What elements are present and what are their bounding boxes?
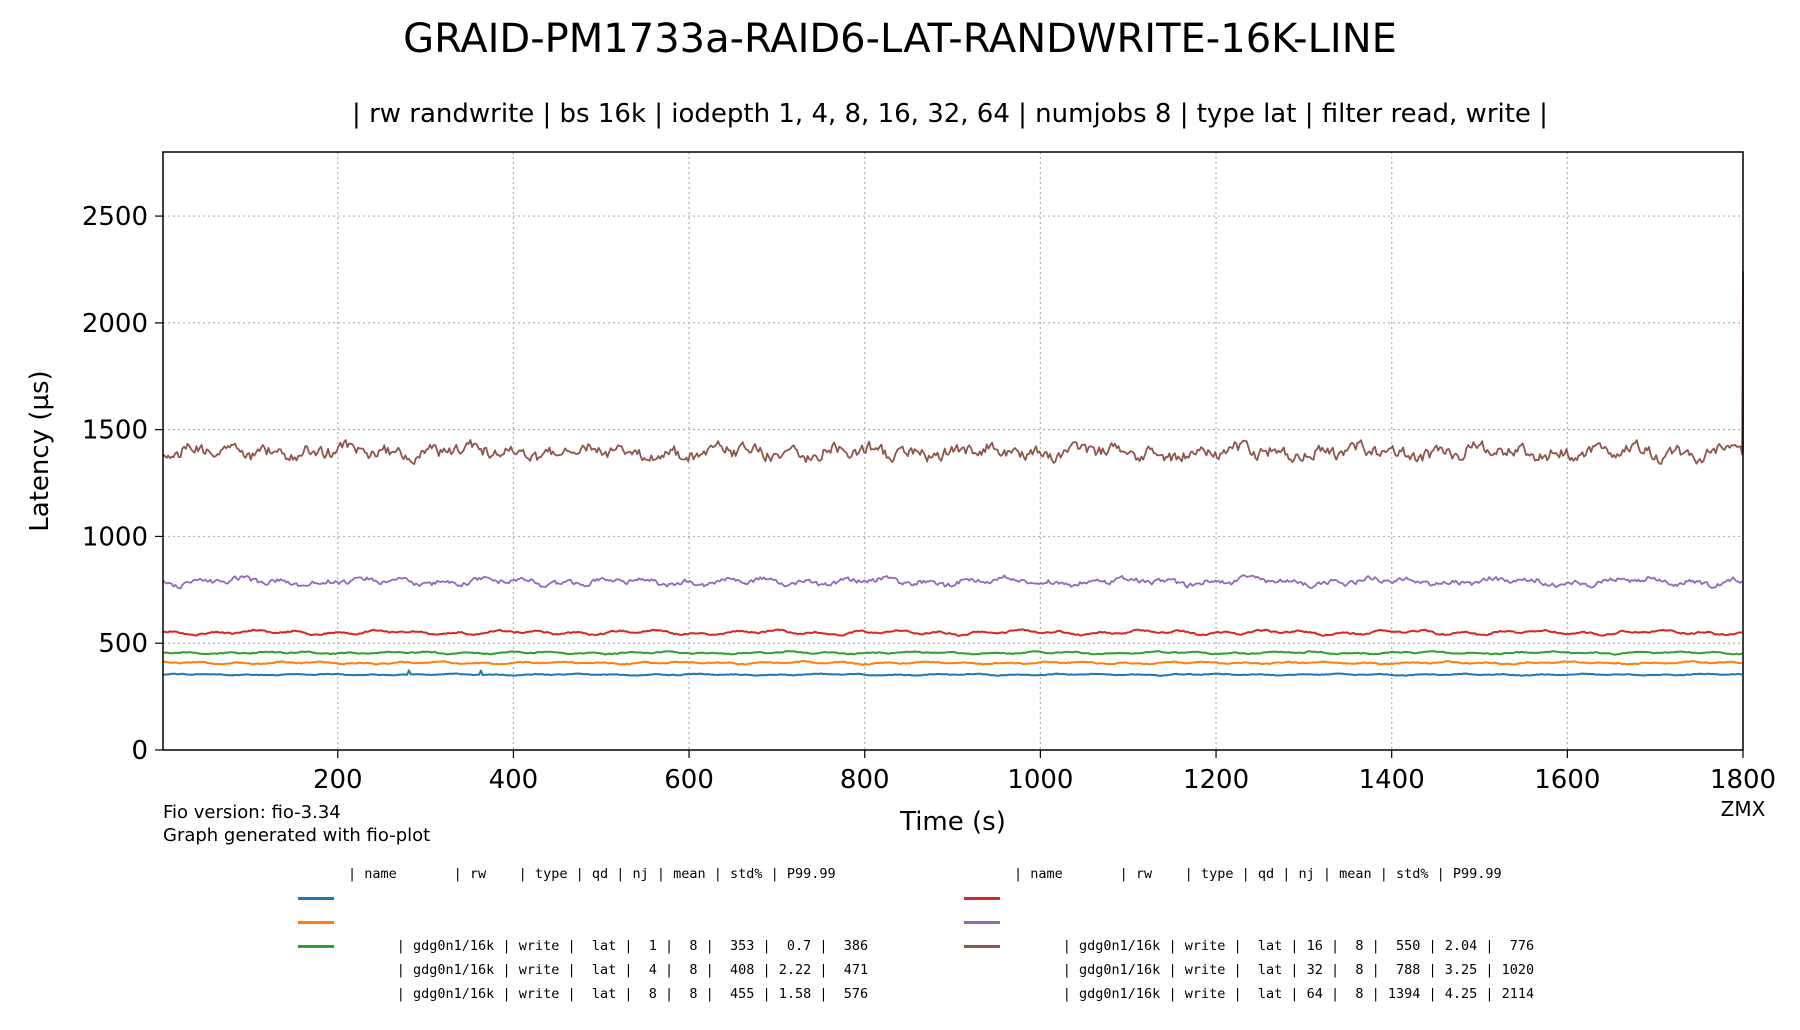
plot-frame	[162, 151, 1744, 751]
y-tick-label: 500	[98, 629, 148, 659]
legend-row: | gdg0n1/16k | write | lat | 1 | 8 | 353…	[298, 886, 868, 954]
grid	[163, 152, 1744, 750]
y-tick-label: 2500	[82, 202, 148, 232]
legend-swatch	[298, 945, 334, 948]
legend-row: | gdg0n1/16k | write | lat | 4 | 8 | 408…	[298, 910, 868, 978]
series-group	[162, 270, 1744, 677]
legend-header: | name | rw | type | qd | nj | mean | st…	[1014, 866, 1502, 882]
series-line	[162, 660, 1743, 666]
legend-row-text: | gdg0n1/16k | write | lat | 32 | 8 | 78…	[1062, 962, 1535, 978]
legend-row-text: | gdg0n1/16k | write | lat | 4 | 8 | 408…	[396, 962, 869, 978]
legend-row-text: | gdg0n1/16k | write | lat | 16 | 8 | 55…	[1062, 938, 1535, 954]
legend-row: | gdg0n1/16k | write | lat | 16 | 8 | 55…	[964, 886, 1534, 954]
x-tick-label: 800	[840, 765, 890, 795]
legend-swatch	[298, 921, 334, 924]
y-tick-label: 1500	[82, 416, 148, 446]
x-axis-label: Time (s)	[899, 807, 1006, 837]
legend-swatch	[964, 921, 1000, 924]
axis-ticks: 200 400 600 800 1000 1200 1400 1600 1800 0 500 1000…	[82, 202, 1776, 795]
x-tick-label: 200	[313, 765, 363, 795]
legend-header: | name | rw | type | qd | nj | mean | st…	[348, 866, 836, 882]
legend-swatch	[964, 945, 1000, 948]
legend-swatch	[964, 897, 1000, 900]
y-axis-label: Latency (µs)	[25, 370, 55, 531]
x-tick-label: 600	[664, 765, 714, 795]
y-tick-label: 0	[131, 736, 148, 766]
series-line	[162, 270, 1744, 466]
watermark-text: ZMX	[1721, 797, 1766, 821]
latency-line-chart: GRAID-PM1733a-RAID6-LAT-RANDWRITE-16K-LI…	[25, 16, 1776, 846]
legend-column-right: | name | rw | type | qd | nj | mean | st…	[964, 862, 1534, 1002]
legend: | name | rw | type | qd | nj | mean | st…	[0, 862, 1800, 1002]
chart-subtitle: | rw randwrite | bs 16k | iodepth 1, 4, …	[352, 99, 1548, 129]
x-tick-label: 1800	[1710, 765, 1776, 795]
x-tick-label: 1400	[1359, 765, 1425, 795]
legend-swatch	[298, 897, 334, 900]
legend-row-text: | gdg0n1/16k | write | lat | 8 | 8 | 455…	[396, 986, 869, 1002]
legend-row: | gdg0n1/16k | write | lat | 32 | 8 | 78…	[964, 910, 1534, 978]
chart-title: GRAID-PM1733a-RAID6-LAT-RANDWRITE-16K-LI…	[403, 16, 1397, 62]
y-tick-label: 2000	[82, 309, 148, 339]
legend-row-text: | gdg0n1/16k | write | lat | 64 | 8 | 13…	[1062, 986, 1535, 1002]
fio-version-text: Fio version: fio-3.34	[163, 802, 341, 823]
legend-column-left: | name | rw | type | qd | nj | mean | st…	[298, 862, 868, 1002]
legend-row: | gdg0n1/16k | write | lat | 8 | 8 | 455…	[298, 934, 868, 1002]
legend-row: | gdg0n1/16k | write | lat | 64 | 8 | 13…	[964, 934, 1534, 1002]
x-tick-label: 1200	[1183, 765, 1249, 795]
x-tick-label: 1000	[1007, 765, 1073, 795]
y-tick-label: 1000	[82, 522, 148, 552]
x-tick-label: 1600	[1534, 765, 1600, 795]
series-line	[162, 574, 1743, 590]
series-line	[162, 669, 1743, 677]
legend-row-text: | gdg0n1/16k | write | lat | 1 | 8 | 353…	[396, 938, 869, 954]
generated-with-text: Graph generated with fio-plot	[163, 825, 430, 846]
x-tick-label: 400	[489, 765, 539, 795]
series-line	[163, 650, 1743, 656]
series-line	[162, 628, 1743, 637]
